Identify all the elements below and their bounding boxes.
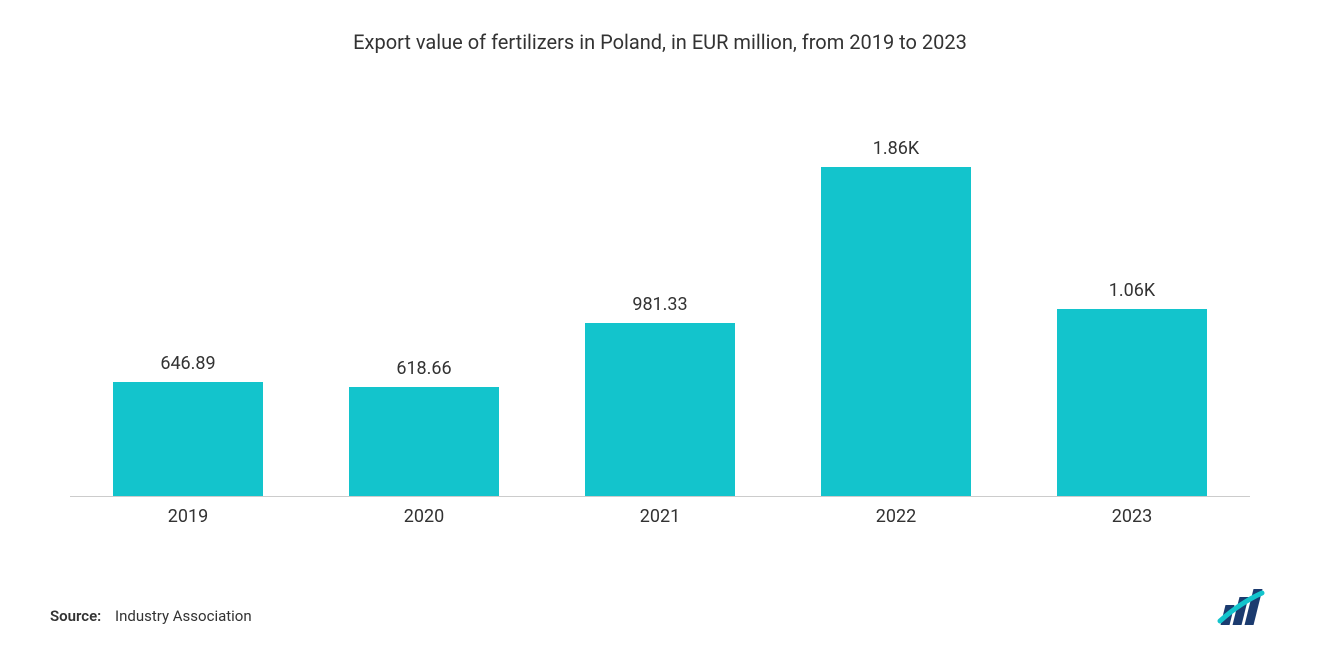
chart-title: Export value of fertilizers in Poland, i… xyxy=(50,30,1270,54)
bar-2 xyxy=(585,323,735,497)
bar-value-label: 618.66 xyxy=(396,358,451,379)
source-value: Industry Association xyxy=(115,607,252,625)
source-attribution: Source: Industry Association xyxy=(50,607,252,625)
footer: Source: Industry Association xyxy=(50,527,1270,625)
bar-0 xyxy=(113,382,263,497)
bar-1 xyxy=(349,387,499,497)
bar-value-label: 646.89 xyxy=(160,353,215,374)
bar-value-label: 981.33 xyxy=(632,294,687,315)
x-axis: 2019 2020 2021 2022 2023 xyxy=(50,498,1270,527)
source-label: Source: xyxy=(50,607,101,625)
bar-group-0: 646.89 xyxy=(70,104,306,497)
baseline xyxy=(70,496,1250,497)
bar-group-3: 1.86K xyxy=(778,104,1014,497)
bar-value-label: 1.86K xyxy=(873,138,919,159)
bar-4 xyxy=(1057,309,1207,497)
plot-area: 646.89 618.66 981.33 1.86K 1.06K xyxy=(50,104,1270,498)
brand-logo-icon xyxy=(1214,587,1270,625)
bar-value-label: 1.06K xyxy=(1109,280,1155,301)
bar-group-4: 1.06K xyxy=(1014,104,1250,497)
bar-group-2: 981.33 xyxy=(542,104,778,497)
chart-container: Export value of fertilizers in Poland, i… xyxy=(0,0,1320,665)
x-label-3: 2022 xyxy=(778,506,1014,527)
x-label-2: 2021 xyxy=(542,506,778,527)
x-label-1: 2020 xyxy=(306,506,542,527)
x-label-4: 2023 xyxy=(1014,506,1250,527)
x-label-0: 2019 xyxy=(70,506,306,527)
bar-group-1: 618.66 xyxy=(306,104,542,497)
bar-3 xyxy=(821,167,971,497)
